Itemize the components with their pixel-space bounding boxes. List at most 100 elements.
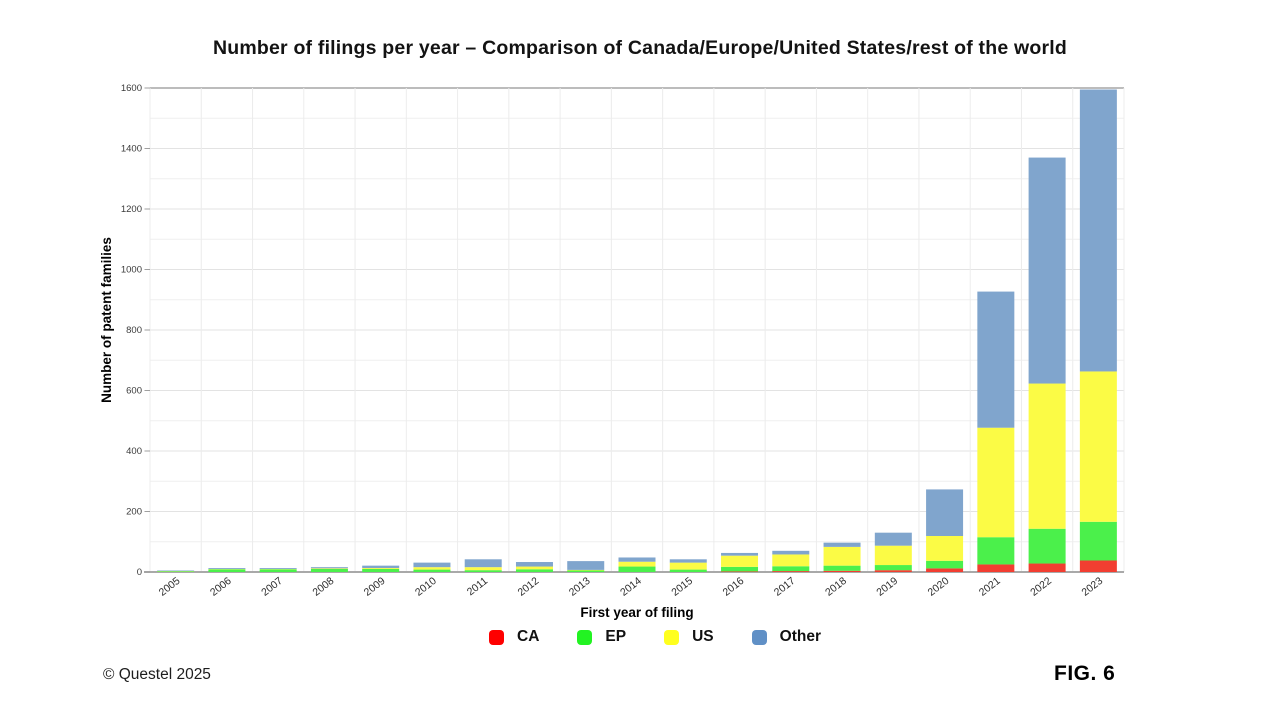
y-tick-label: 200 [126, 507, 142, 518]
legend-label-other: Other [779, 628, 821, 645]
copyright-text: © Questel 2025 [103, 666, 211, 683]
x-tick-label: 2021 [977, 575, 1003, 599]
bar-segment-other-2022 [1028, 157, 1066, 384]
legend-swatch-us [664, 629, 680, 645]
y-tick-label: 600 [126, 386, 142, 397]
bar-segment-ep-2019 [874, 565, 912, 571]
bar-segment-other-2006 [208, 568, 246, 569]
bar-segment-other-2023 [1079, 89, 1117, 372]
bar-segment-ca-2021 [977, 564, 1015, 572]
x-tick-label: 2006 [208, 575, 234, 599]
bar-segment-other-2007 [259, 568, 297, 569]
plot-content: 0 200 400 600 800 1000 1200 1400 1600 2005 2006 200… [121, 83, 1125, 599]
bar-segment-other-2012 [515, 562, 553, 567]
x-tick-label: 2007 [259, 575, 285, 599]
bar-segment-us-2016 [721, 555, 759, 567]
bar-segment-ca-2018 [823, 570, 861, 572]
bar-segment-us-2022 [1028, 383, 1066, 529]
bar-segment-us-2009 [362, 568, 400, 569]
x-tick-label: 2022 [1028, 575, 1054, 599]
x-axis-title: First year of filing [580, 605, 693, 620]
bar-segment-ep-2013 [567, 570, 605, 572]
x-tick-label: 2011 [465, 575, 490, 598]
bar-segment-other-2011 [464, 559, 502, 568]
bar-segment-ep-2012 [515, 569, 553, 572]
bar-segment-ep-2020 [926, 560, 964, 569]
bar-segment-us-2015 [669, 562, 707, 570]
x-tick-label: 2005 [157, 575, 183, 599]
bar-segment-ep-2016 [721, 566, 759, 572]
x-tick-label: 2014 [618, 575, 644, 599]
bar-segment-ca-2022 [1028, 563, 1066, 572]
bar-segment-ep-2021 [977, 537, 1015, 565]
figure-number-label: FIG. 6 [1054, 662, 1116, 685]
bar-segment-ep-2005 [157, 571, 195, 572]
bar-segment-us-2012 [515, 566, 553, 570]
bar-segment-ca-2016 [721, 571, 759, 572]
x-tick-label: 2023 [1079, 575, 1105, 599]
bar-segment-us-2021 [977, 427, 1015, 538]
bar-segment-other-2005 [157, 570, 195, 572]
bar-segment-ca-2023 [1079, 560, 1117, 572]
x-tick-label: 2019 [874, 575, 900, 599]
bar-segment-other-2020 [926, 489, 964, 537]
bar-segment-us-2018 [823, 546, 861, 566]
bar-segment-ep-2008 [310, 568, 348, 572]
bar-segment-us-2020 [926, 536, 964, 561]
bar-segment-ca-2020 [926, 568, 964, 572]
bar-segment-other-2015 [669, 559, 707, 563]
bar-segment-ep-2006 [208, 569, 246, 572]
y-tick-label: 1600 [121, 83, 142, 94]
bar-segment-other-2016 [721, 552, 759, 556]
legend-label-ep: EP [605, 628, 627, 645]
y-tick-label: 800 [126, 325, 142, 336]
bar-segment-us-2008 [310, 568, 348, 569]
x-tick-label: 2015 [669, 575, 695, 599]
bar-segment-us-2014 [618, 561, 656, 567]
bar-segment-us-2011 [464, 567, 502, 571]
y-tick-label: 1200 [121, 204, 142, 215]
bar-segment-ep-2014 [618, 566, 656, 572]
legend-swatch-ep [577, 629, 593, 645]
bar-segment-ep-2010 [413, 569, 451, 572]
bar-segment-us-2017 [772, 554, 810, 567]
bar-segment-other-2009 [362, 565, 400, 569]
bar-segment-other-2018 [823, 542, 861, 547]
bar-segment-ca-2019 [874, 570, 912, 572]
bar-segment-ca-2017 [772, 571, 810, 572]
bar-segment-us-2013 [567, 569, 605, 571]
x-tick-label: 2018 [823, 575, 849, 599]
x-tick-label: 2012 [516, 575, 542, 599]
bar-segment-ep-2018 [823, 565, 861, 571]
bar-segment-other-2010 [413, 562, 451, 568]
bar-segment-other-2014 [618, 557, 656, 562]
x-tick-label: 2009 [362, 575, 388, 599]
bar-segment-us-2010 [413, 567, 451, 570]
legend-swatch-other [751, 629, 767, 645]
legend-swatch-ca [489, 629, 505, 645]
bar-segment-ep-2007 [259, 569, 297, 572]
legend-label-ca: CA [517, 628, 540, 645]
y-tick-label: 1400 [121, 144, 142, 155]
bar-segment-ep-2009 [362, 568, 400, 572]
bar-segment-ep-2022 [1028, 528, 1066, 564]
y-axis-title: Number of patent families [99, 237, 114, 403]
x-tick-label: 2020 [926, 575, 952, 599]
chart-title: Number of filings per year – Comparison … [212, 37, 1068, 59]
y-tick-label: 1000 [121, 265, 142, 276]
legend-item-ep: EP [577, 628, 626, 646]
bar-segment-us-2019 [874, 545, 912, 566]
bar-segment-other-2021 [977, 291, 1015, 428]
x-tick-label: 2017 [772, 575, 798, 599]
legend-item-other: Other [751, 628, 821, 646]
y-tick-label: 0 [137, 567, 142, 578]
bar-segment-ep-2017 [772, 566, 810, 572]
legend-item-ca: CA [489, 628, 539, 646]
x-tick-label: 2013 [567, 575, 593, 599]
chart-legend: CA EP US Other [0, 628, 1280, 646]
x-tick-label: 2010 [413, 575, 439, 599]
x-tick-label: 2008 [310, 575, 336, 599]
bar-segment-other-2019 [874, 532, 912, 546]
